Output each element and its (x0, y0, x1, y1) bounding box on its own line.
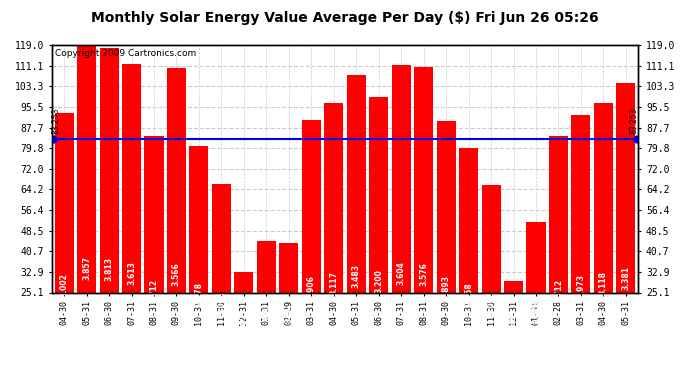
Text: 83.253: 83.253 (629, 108, 638, 134)
Bar (346, 75, 366, 358)
Text: 1.381: 1.381 (262, 305, 271, 329)
Bar (189, 146, 208, 358)
Text: 2.096: 2.096 (217, 291, 226, 315)
Text: 2.712: 2.712 (150, 279, 159, 303)
Text: 1.355: 1.355 (284, 306, 293, 330)
Bar (482, 184, 501, 358)
Bar (167, 68, 186, 358)
Text: 2.558: 2.558 (464, 282, 473, 306)
Text: 2.578: 2.578 (195, 282, 204, 306)
Bar (616, 82, 635, 358)
Bar (279, 243, 298, 358)
Bar (99, 48, 119, 358)
Text: 0.987: 0.987 (239, 313, 248, 337)
Text: 2.893: 2.893 (442, 275, 451, 299)
Text: 2.973: 2.973 (576, 274, 585, 298)
Text: 2.906: 2.906 (307, 275, 316, 299)
Text: 3.117: 3.117 (329, 271, 338, 295)
Text: 2.712: 2.712 (554, 279, 563, 303)
Text: 3.381: 3.381 (622, 266, 631, 290)
Bar (212, 184, 231, 358)
Bar (235, 272, 253, 358)
Text: Copyright 2009 Cartronics.com: Copyright 2009 Cartronics.com (55, 49, 196, 58)
Text: 3.200: 3.200 (374, 269, 383, 293)
Bar (459, 148, 478, 358)
Bar (77, 45, 96, 358)
Bar (414, 67, 433, 358)
Bar (257, 241, 276, 358)
Text: 3.613: 3.613 (127, 261, 136, 285)
Text: 2.092: 2.092 (486, 291, 495, 315)
Bar (302, 120, 321, 358)
Text: 3.566: 3.566 (172, 262, 181, 286)
Text: 3.118: 3.118 (599, 271, 608, 295)
Text: Monthly Solar Energy Value Average Per Day ($) Fri Jun 26 05:26: Monthly Solar Energy Value Average Per D… (91, 11, 599, 25)
Text: 3.002: 3.002 (59, 273, 68, 297)
Text: 3.857: 3.857 (82, 256, 91, 280)
Bar (594, 104, 613, 358)
Bar (392, 65, 411, 358)
Bar (504, 281, 523, 358)
Bar (526, 222, 546, 358)
Bar (144, 135, 164, 358)
Bar (122, 64, 141, 358)
Bar (369, 97, 388, 358)
Bar (571, 115, 591, 358)
Text: 3.483: 3.483 (352, 264, 361, 288)
Text: 3.813: 3.813 (105, 257, 114, 281)
Text: 1.622: 1.622 (531, 300, 540, 324)
Bar (549, 135, 568, 358)
Text: 83.253: 83.253 (52, 108, 61, 134)
Text: 3.576: 3.576 (419, 262, 428, 286)
Bar (324, 104, 344, 358)
Bar (55, 112, 74, 358)
Bar (437, 121, 455, 358)
Text: 3.604: 3.604 (397, 261, 406, 285)
Text: 0.868: 0.868 (509, 315, 518, 339)
